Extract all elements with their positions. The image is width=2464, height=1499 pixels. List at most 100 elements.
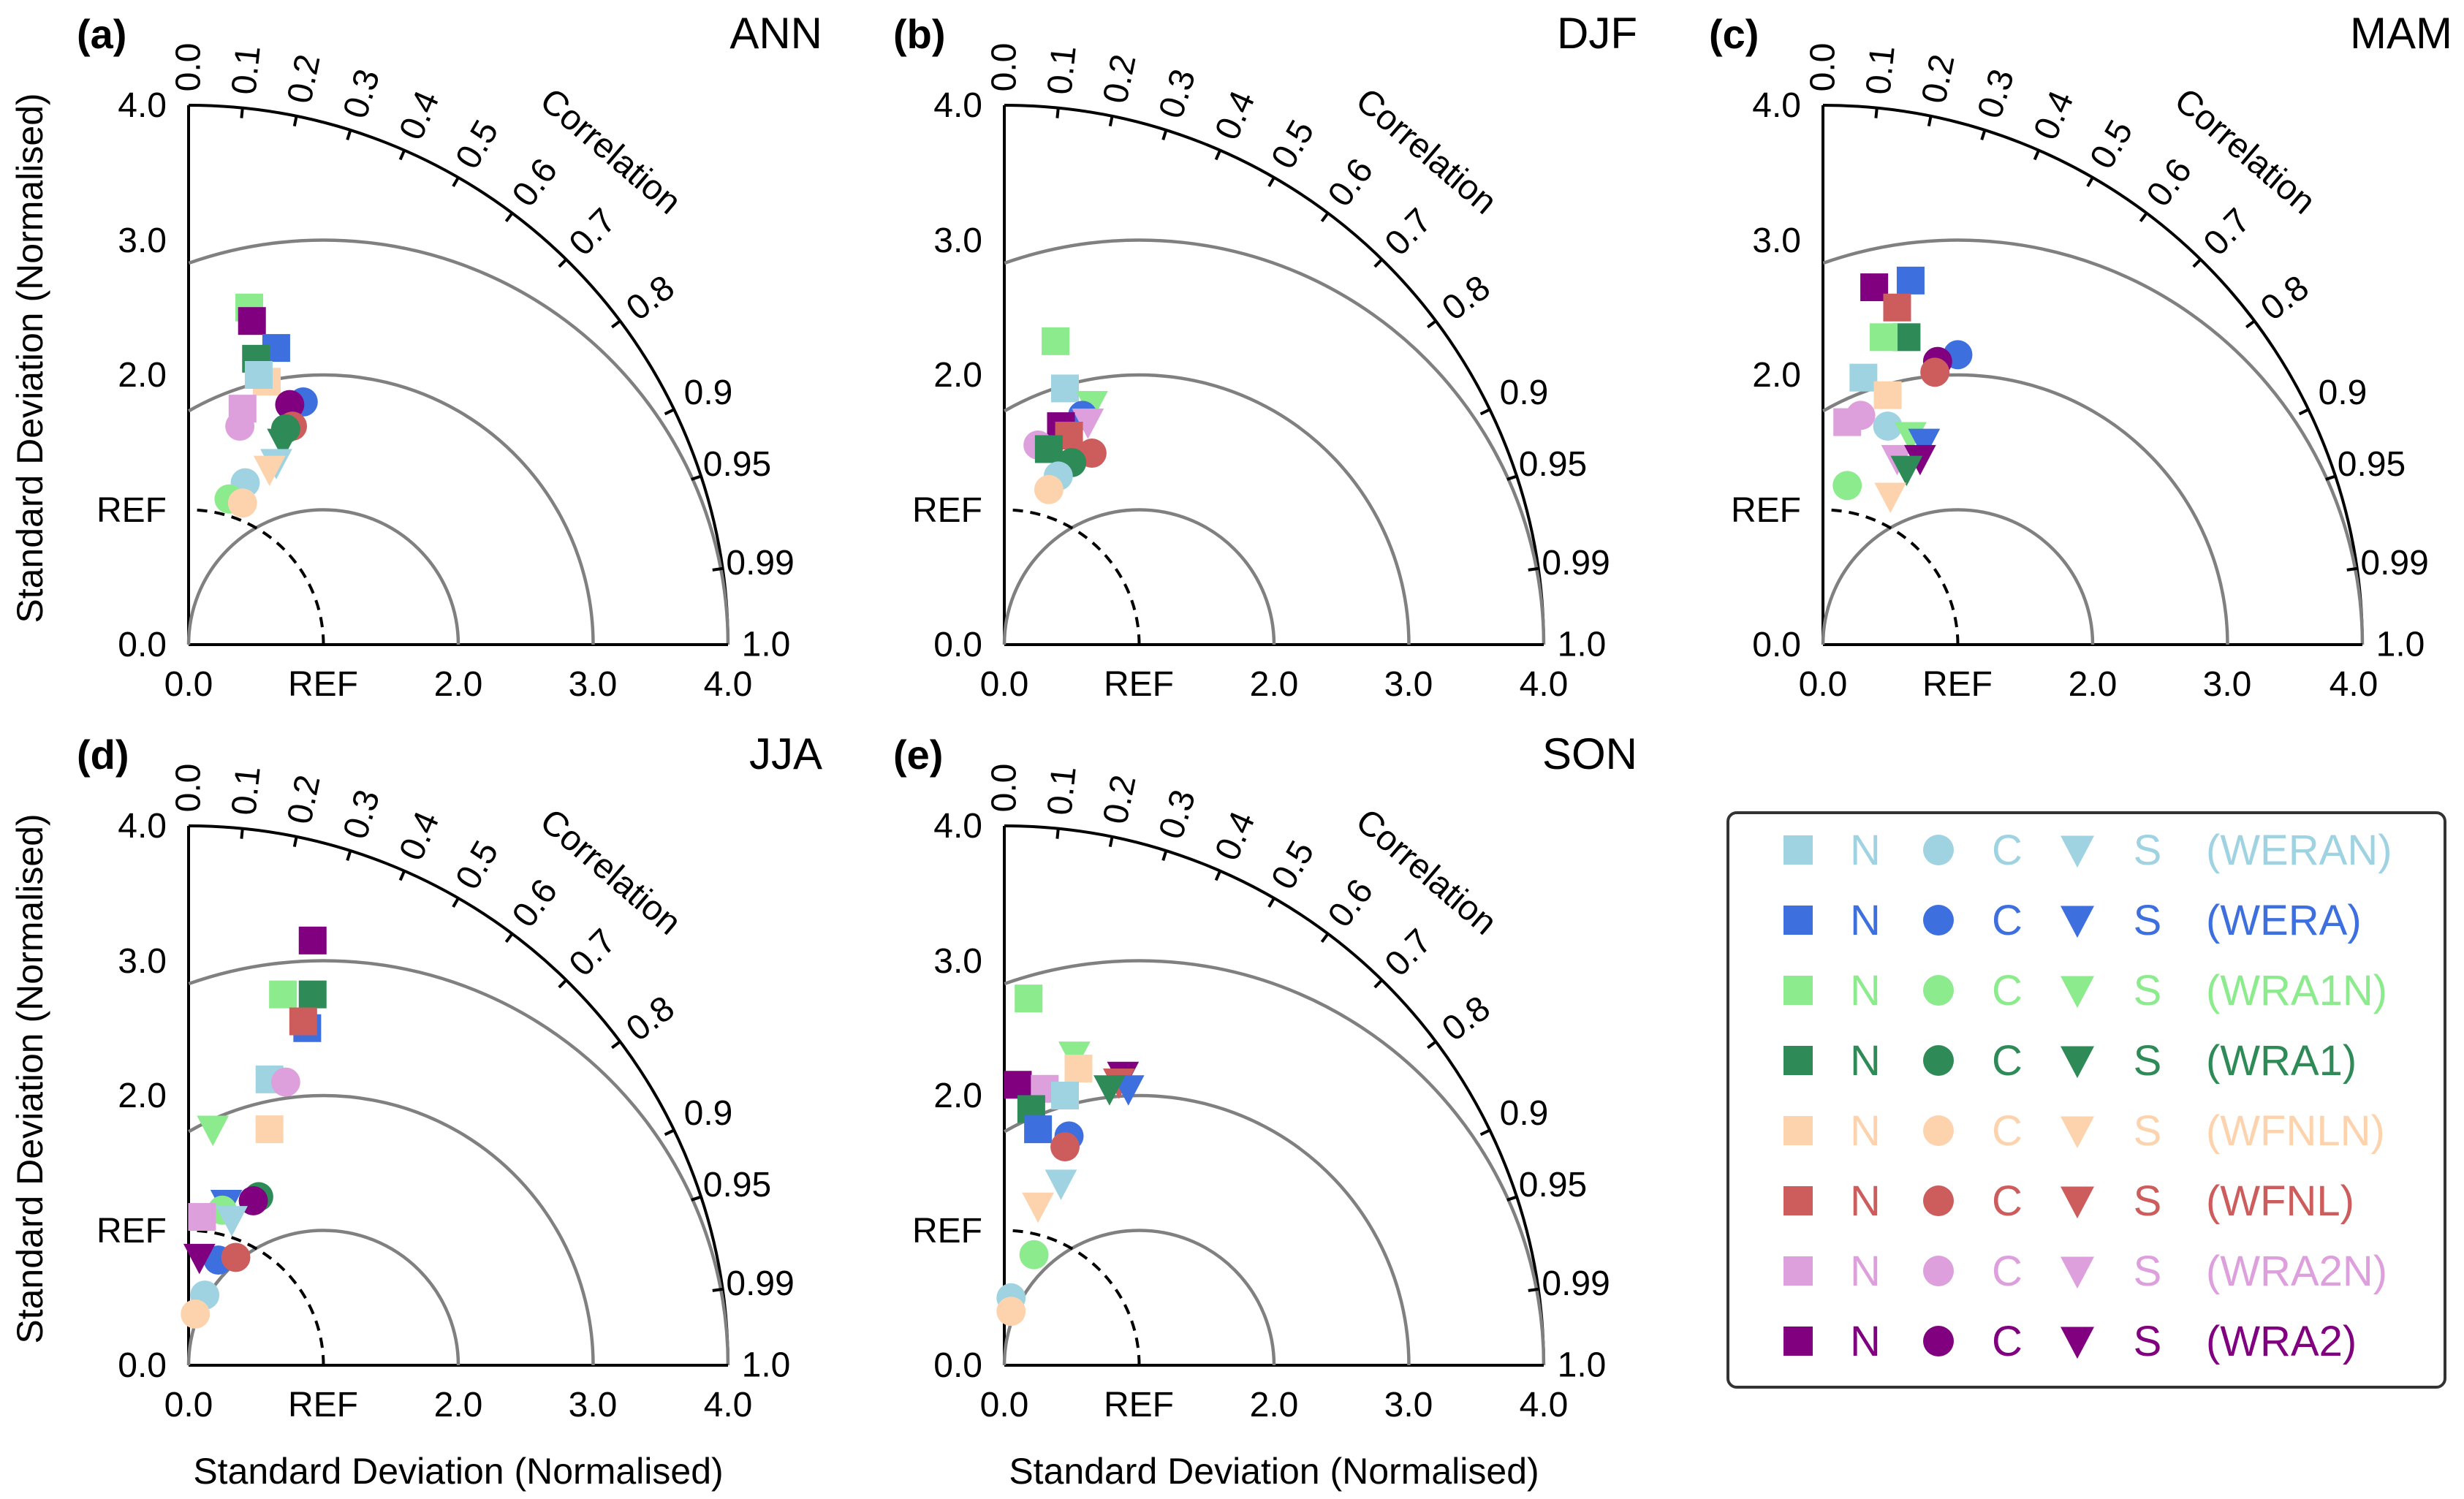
std-xtick-2: 2.0 bbox=[1250, 665, 1299, 704]
legend-rows: N C S (WERAN) N C S (WERA) N C S (WRA1N) N C S (WRA1) N C… bbox=[1783, 827, 2392, 1365]
correlation-tick-label: 0.4 bbox=[1208, 806, 1262, 866]
panel-ticks: 0.0 REF 2.0 3.0 4.0 0.0 REF 2.0 3.0 4.0 bbox=[96, 807, 752, 1424]
legend-series-name: (WRA2) bbox=[2206, 1318, 2357, 1365]
correlation-tick-mark bbox=[558, 258, 568, 268]
legend-marker-circle bbox=[1923, 1115, 1954, 1146]
correlation-tick-mark bbox=[2245, 319, 2256, 329]
correlation-tick-mark bbox=[2192, 258, 2202, 268]
std-ytick-0: 0.0 bbox=[933, 1346, 982, 1385]
correlation-tick-label: 0.1 bbox=[224, 44, 268, 96]
data-point-wra2n-square bbox=[188, 1203, 216, 1232]
std-xtick-4: 4.0 bbox=[704, 1386, 753, 1424]
correlation-tick-mark bbox=[664, 1128, 675, 1136]
correlation-tick-mark bbox=[1980, 129, 1987, 140]
correlation-tick-label: 0.4 bbox=[392, 86, 447, 145]
correlation-tick-mark bbox=[2139, 212, 2148, 223]
legend-series-name: (WRA1) bbox=[2206, 1037, 2357, 1085]
correlation-tick-label: 0.1 bbox=[224, 764, 268, 817]
legend-marker-square bbox=[1783, 1327, 1813, 1356]
data-point-wfnln-square bbox=[1873, 381, 1902, 409]
data-point-wra2n-circle bbox=[270, 1067, 300, 1097]
data-point-wfnl-circle bbox=[1050, 1132, 1080, 1162]
correlation-tick-label: 0.0 bbox=[985, 43, 1024, 92]
data-point-wfnln-circle bbox=[227, 488, 257, 518]
legend-marker-circle bbox=[1923, 975, 1954, 1006]
correlation-tick-label: 0.8 bbox=[619, 989, 681, 1049]
panel-label: (a) bbox=[77, 11, 126, 57]
legend-region-label: N bbox=[1850, 967, 1881, 1014]
std-xtick-3: 3.0 bbox=[1384, 665, 1433, 704]
correlation-tick-mark bbox=[240, 107, 244, 118]
correlation-tick-mark bbox=[611, 1040, 621, 1050]
outer-arc bbox=[1004, 824, 1545, 1366]
data-point-wfnl-circle bbox=[221, 1242, 251, 1272]
std-xtick-2: 2.0 bbox=[2069, 665, 2118, 704]
correlation-tick-mark bbox=[1373, 258, 1384, 268]
correlation-tick-label: 0.9 bbox=[1500, 373, 1549, 412]
legend-region-label: C bbox=[1992, 1107, 2023, 1155]
rms-arc bbox=[188, 238, 730, 645]
data-point-wra1n-square bbox=[269, 980, 297, 1009]
legend-series-name: (WFNLN) bbox=[2206, 1107, 2385, 1155]
correlation-tick-label: 1.0 bbox=[742, 626, 791, 664]
correlation-tick-label: 0.7 bbox=[562, 922, 624, 984]
correlation-tick-mark bbox=[1108, 115, 1114, 127]
correlation-tick-mark bbox=[1214, 149, 1222, 161]
std-xtick-4: 4.0 bbox=[704, 665, 753, 704]
season-title: SON bbox=[1542, 729, 1637, 778]
rms-arc bbox=[1821, 508, 2095, 645]
std-ytick-4: 4.0 bbox=[118, 86, 167, 125]
panel-grid bbox=[186, 824, 730, 1367]
correlation-tick-label: 0.7 bbox=[1378, 922, 1440, 984]
correlation-tick-label: 0.95 bbox=[1519, 1166, 1587, 1204]
correlation-tick-label: 0.1 bbox=[1040, 44, 1083, 96]
correlation-axis-label: Correlation bbox=[533, 802, 689, 943]
correlation-tick-mark bbox=[712, 1287, 723, 1292]
correlation-tick-mark bbox=[2086, 176, 2094, 187]
data-point-wra1-square bbox=[298, 980, 327, 1009]
legend-region-label: C bbox=[1992, 1318, 2023, 1365]
data-point-wfnl-circle bbox=[1920, 357, 1950, 387]
data-point-weran-triangle bbox=[216, 1206, 248, 1237]
legend-row-wera: N C S (WERA) bbox=[1783, 897, 2362, 944]
legend-row-wra2: N C S (WRA2) bbox=[1783, 1318, 2357, 1365]
legend-region-label: C bbox=[1992, 1248, 2023, 1295]
correlation-tick-mark bbox=[1320, 212, 1330, 222]
correlation-tick-label: 0.5 bbox=[448, 835, 506, 896]
legend-region-label: C bbox=[1992, 967, 2023, 1014]
legend-row-wra2n: N C S (WRA2N) bbox=[1783, 1248, 2387, 1295]
rms-arc bbox=[188, 959, 730, 1366]
data-point-wera-square bbox=[1024, 1115, 1053, 1144]
correlation-tick-label: 0.99 bbox=[1542, 1264, 1610, 1303]
std-xtick-ref: REF bbox=[288, 1386, 358, 1424]
correlation-tick-mark bbox=[1506, 474, 1517, 481]
data-point-wfnl-square bbox=[1883, 293, 1911, 322]
std-xtick-0: 0.0 bbox=[980, 1386, 1029, 1424]
std-xtick-3: 3.0 bbox=[1384, 1386, 1433, 1424]
std-xtick-ref: REF bbox=[1104, 665, 1174, 704]
x-axis-label-e: Standard Deviation (Normalised) bbox=[1009, 1451, 1539, 1492]
x-axis-label-d: Standard Deviation (Normalised) bbox=[193, 1451, 723, 1492]
panel-label: (d) bbox=[77, 732, 129, 778]
std-xtick-2: 2.0 bbox=[434, 1386, 483, 1424]
correlation-tick-mark bbox=[2325, 474, 2336, 481]
std-xtick-0: 0.0 bbox=[1799, 665, 1848, 704]
correlation-tick-label: 0.99 bbox=[726, 1264, 794, 1303]
correlation-axis-label: Correlation bbox=[1349, 81, 1504, 222]
legend-region-label: S bbox=[2134, 1318, 2162, 1365]
correlation-tick-label: 0.7 bbox=[1378, 201, 1440, 263]
correlation-tick-label: 0.95 bbox=[703, 1166, 771, 1204]
panel-label: (e) bbox=[893, 732, 943, 778]
legend-region-label: N bbox=[1850, 1177, 1881, 1225]
std-ytick-ref: REF bbox=[96, 491, 167, 530]
legend-region-label: C bbox=[1992, 827, 2023, 874]
std-ytick-0: 0.0 bbox=[118, 626, 167, 664]
legend-row-wra1n: N C S (WRA1N) bbox=[1783, 967, 2387, 1014]
correlation-tick-mark bbox=[691, 474, 702, 481]
std-xtick-4: 4.0 bbox=[2330, 665, 2378, 704]
legend-series-name: (WRA1N) bbox=[2206, 967, 2387, 1014]
correlation-tick-label: 0.7 bbox=[2196, 201, 2259, 263]
legend-row-weran: N C S (WERAN) bbox=[1783, 827, 2392, 874]
correlation-tick-label: 0.95 bbox=[1519, 445, 1587, 484]
